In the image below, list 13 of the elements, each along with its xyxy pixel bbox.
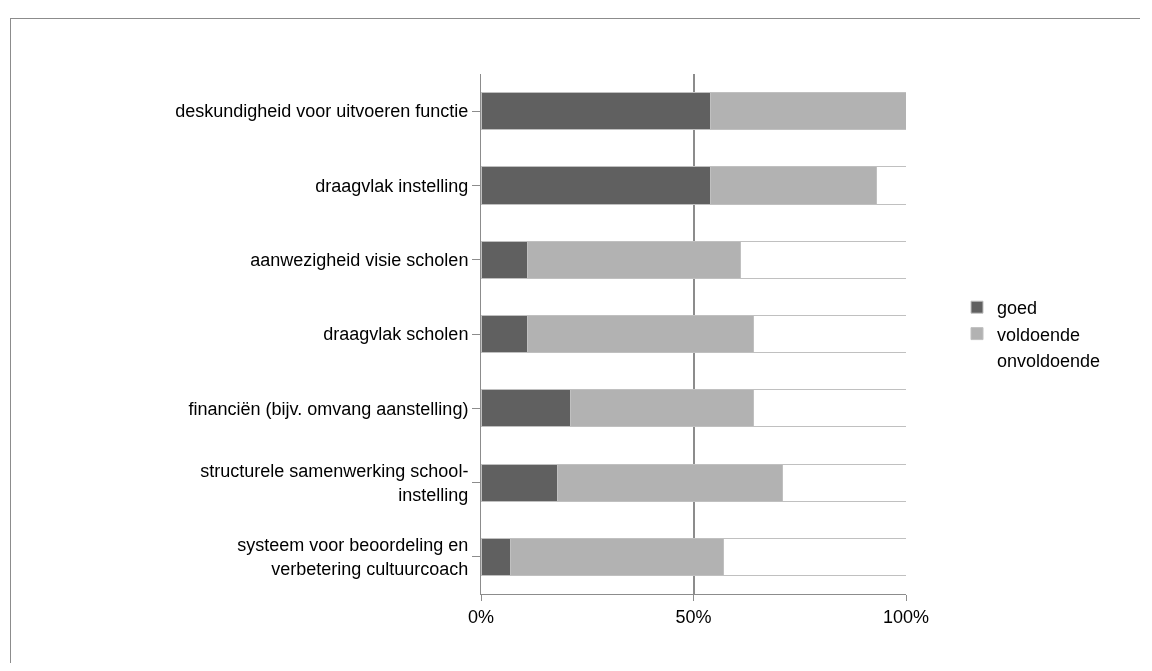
y-tick-label: draagvlak scholen — [323, 324, 469, 345]
y-tick-label: draagvlak instelling — [315, 175, 469, 196]
x-tick-label: 100% — [882, 606, 930, 627]
y-tick-label: systeem voor beoordeling en verbetering cultuurcoach — [237, 535, 469, 579]
x-tick-label: 0% — [467, 606, 495, 627]
y-tick-label: structurele samenwerking school-instelling — [200, 461, 469, 505]
legend-label: voldoende — [997, 324, 1081, 345]
x-tick-label: 50% — [675, 606, 712, 627]
y-tick-label: deskundigheid voor uitvoeren functie — [175, 101, 469, 122]
text: onvoldoende — [997, 351, 1101, 372]
y-tick-label: financiën (bijv. omvang aanstelling) — [188, 398, 469, 419]
legend-label: goed — [997, 298, 1038, 319]
y-tick-label: aanwezigheid visie scholen — [250, 250, 469, 271]
